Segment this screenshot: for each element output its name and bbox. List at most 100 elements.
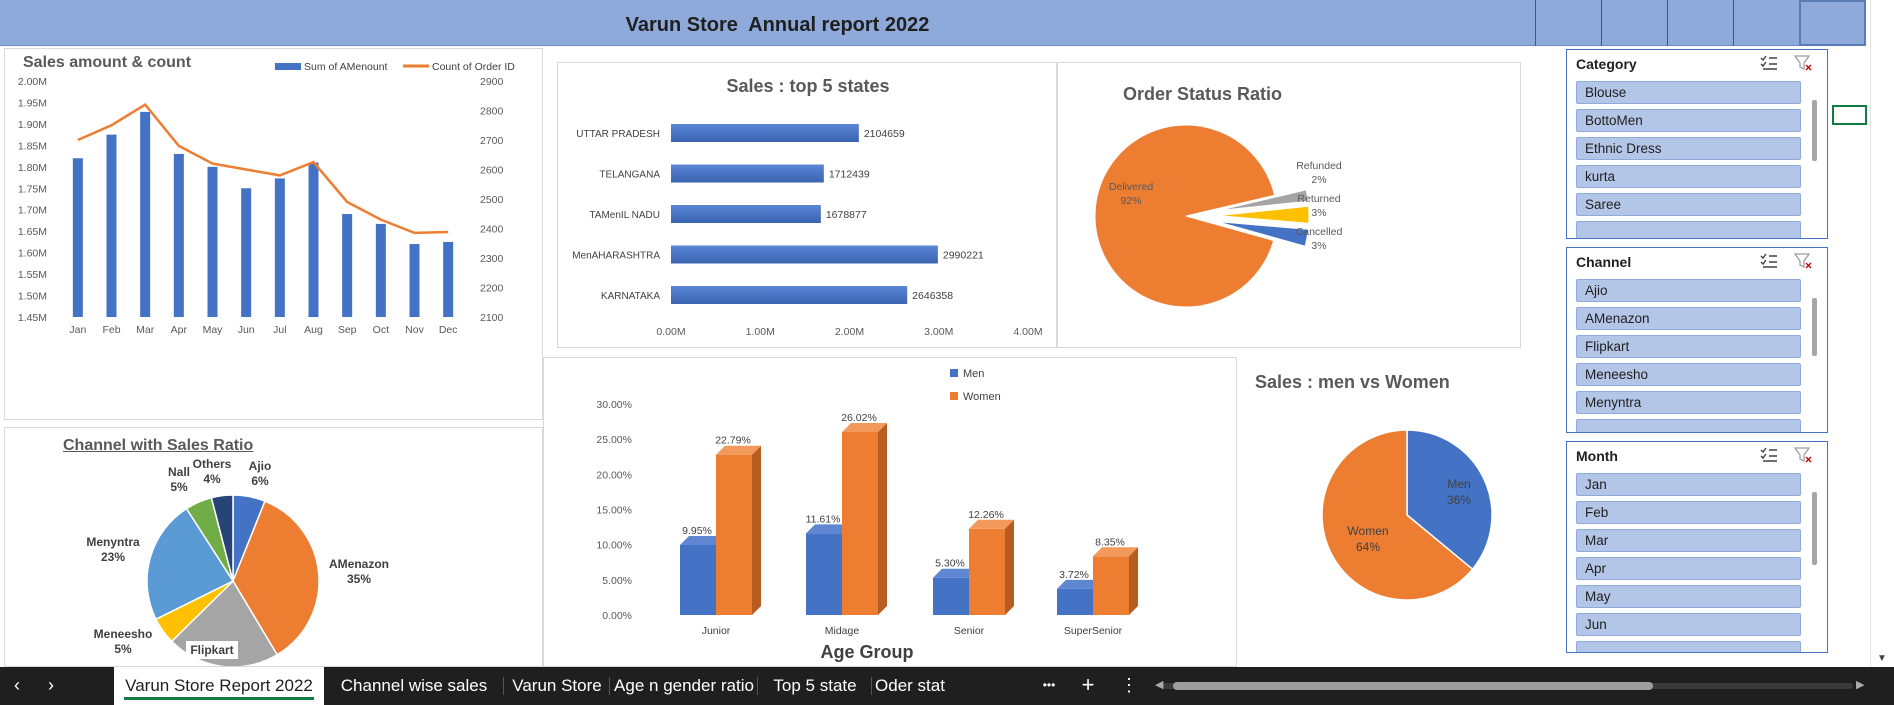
slicer-item[interactable]: Jan bbox=[1576, 473, 1801, 496]
selected-cell[interactable] bbox=[1799, 0, 1866, 46]
slicer-item-partial[interactable] bbox=[1576, 641, 1801, 652]
tab-next-icon[interactable]: › bbox=[48, 675, 54, 695]
slicer-item[interactable]: AMenazon bbox=[1576, 307, 1801, 330]
sheet-tab[interactable]: Oder stat bbox=[872, 667, 948, 705]
add-sheet-icon[interactable]: + bbox=[1081, 672, 1095, 697]
slicer-item[interactable]: Ajio bbox=[1576, 279, 1801, 302]
cell-divider bbox=[1601, 0, 1602, 46]
report-title-band: Varun Store Annual report 2022 bbox=[0, 0, 1866, 46]
slice-label: Refunded bbox=[1296, 160, 1342, 172]
bar-women-midage bbox=[842, 431, 878, 615]
y-tick: 30.00% bbox=[596, 399, 632, 411]
sheet-tab[interactable]: Varun Store Report 2022 bbox=[114, 667, 324, 705]
slicer-header: Channel bbox=[1567, 248, 1827, 274]
bar-side bbox=[752, 445, 761, 615]
slicer-item[interactable]: Menyntra bbox=[1576, 391, 1801, 414]
multi-select-icon[interactable] bbox=[1759, 252, 1779, 270]
slicer-item[interactable]: BottoMen bbox=[1576, 109, 1801, 132]
slicer-title: Month bbox=[1576, 448, 1618, 464]
y-left-tick: 1.60M bbox=[18, 248, 47, 260]
slicer-item[interactable]: Jun bbox=[1576, 613, 1801, 636]
slice-label: Menyntra bbox=[86, 535, 140, 549]
x-tick: 1.00M bbox=[746, 326, 775, 338]
slicer-item[interactable]: Blouse bbox=[1576, 81, 1801, 104]
sheet-tab[interactable]: Age n gender ratio bbox=[610, 667, 758, 705]
y-left-tick: 1.95M bbox=[18, 97, 47, 109]
men-vs-women-pie: Men 36% Women 64% bbox=[1321, 429, 1493, 601]
sheet-menu-icon[interactable]: ⋮ bbox=[1120, 675, 1138, 695]
slicer-item[interactable]: Apr bbox=[1576, 557, 1801, 580]
slicer-scrollbar[interactable] bbox=[1812, 298, 1817, 356]
sheet-tab[interactable]: Channel wise sales bbox=[324, 667, 504, 705]
state-label: UTTAR PRADESH bbox=[576, 129, 660, 140]
clear-filter-icon[interactable] bbox=[1793, 446, 1813, 464]
scroll-left-arrow-icon[interactable]: ◀ bbox=[1155, 679, 1164, 691]
bar-feb bbox=[106, 134, 117, 317]
slice-pct: 4% bbox=[203, 472, 221, 486]
vertical-scrollbar[interactable]: ▼ bbox=[1870, 0, 1894, 667]
slice-refunded bbox=[1217, 189, 1309, 212]
multi-select-icon[interactable] bbox=[1759, 54, 1779, 72]
slicer-item[interactable]: May bbox=[1576, 585, 1801, 608]
slicer-scrollbar[interactable] bbox=[1812, 100, 1817, 161]
sheet-tab[interactable]: Top 5 state bbox=[758, 667, 872, 705]
top5-states-chart[interactable]: Sales : top 5 states UTTAR PRADESH 210465… bbox=[557, 62, 1057, 348]
scroll-right-arrow-icon[interactable]: ▶ bbox=[1856, 679, 1865, 691]
slicer-item[interactable]: Flipkart bbox=[1576, 335, 1801, 358]
slicer-item-partial[interactable] bbox=[1576, 221, 1801, 238]
more-tabs-icon[interactable]: ••• bbox=[1042, 678, 1056, 692]
active-cell-cursor[interactable] bbox=[1832, 105, 1867, 125]
clear-filter-icon[interactable] bbox=[1793, 252, 1813, 270]
slice-label: Others bbox=[193, 457, 232, 471]
bar-data-label: 22.79% bbox=[715, 435, 751, 447]
x-tick: Jan bbox=[69, 324, 86, 336]
slicer-item-partial[interactable] bbox=[1576, 419, 1801, 432]
bar-top bbox=[969, 519, 1014, 529]
slicer-scrollbar[interactable] bbox=[1812, 492, 1817, 565]
sheet-tab-label: Top 5 state bbox=[773, 676, 857, 695]
x-tick: Apr bbox=[171, 324, 188, 336]
scroll-down-arrow-icon[interactable]: ▼ bbox=[1877, 653, 1887, 664]
slicer-header: Category bbox=[1567, 50, 1827, 76]
slicer-item[interactable]: Mar bbox=[1576, 529, 1801, 552]
sheet-tab-label: Varun Store Report 2022 bbox=[125, 676, 313, 695]
y-left-tick: 1.50M bbox=[18, 291, 47, 303]
bar-side bbox=[878, 422, 887, 615]
men-vs-women-chart[interactable]: Sales : men vs Women Men 36% Women 64% bbox=[1237, 357, 1537, 667]
x-tick: May bbox=[203, 324, 224, 336]
state-bar bbox=[671, 205, 821, 223]
legend-label-sum: Sum of AMenount bbox=[304, 61, 388, 73]
scroll-thumb[interactable] bbox=[1173, 682, 1653, 690]
multi-select-icon[interactable] bbox=[1759, 446, 1779, 464]
bar-top bbox=[933, 568, 978, 578]
state-label: KARNATAKA bbox=[601, 291, 660, 302]
slicer-item[interactable]: Feb bbox=[1576, 501, 1801, 524]
sales-amount-count-plot: Sum of AMenount Count of Order ID 1.45M 1… bbox=[18, 61, 515, 336]
slice-men bbox=[1406, 429, 1493, 571]
order-status-chart[interactable]: Order Status Ratio Delivered 92% Refunded 2… bbox=[1057, 62, 1521, 348]
slicer-item[interactable]: kurta bbox=[1576, 165, 1801, 188]
state-label: TELANGANA bbox=[599, 170, 660, 181]
bar-mar bbox=[140, 111, 151, 317]
active-tab-underline bbox=[124, 697, 314, 700]
y-left-tick: 2.00M bbox=[18, 76, 47, 88]
slicer-channel[interactable]: Channel Ajio AMenazon Flipkart Meneesho Meny… bbox=[1566, 247, 1828, 433]
slicer-month[interactable]: Month Jan Feb Mar Apr May Jun bbox=[1566, 441, 1828, 653]
clear-filter-icon[interactable] bbox=[1793, 54, 1813, 72]
slicer-item[interactable]: Saree bbox=[1576, 193, 1801, 216]
slicer-item[interactable]: Meneesho bbox=[1576, 363, 1801, 386]
legend-label-men: Men bbox=[963, 368, 984, 380]
tab-prev-icon[interactable]: ‹ bbox=[14, 675, 20, 695]
slicer-item[interactable]: Ethnic Dress bbox=[1576, 137, 1801, 160]
sheet-tab[interactable]: Varun Store bbox=[504, 667, 610, 705]
sheet-tab-label: Oder stat bbox=[875, 676, 945, 695]
horizontal-scrollbar[interactable]: ◀ ▶ bbox=[1155, 676, 1864, 696]
channel-sales-ratio-chart[interactable]: Channel with Sales Ratio Ajio 6% AMenazon 3… bbox=[4, 427, 543, 667]
y-left-tick: 1.55M bbox=[18, 269, 47, 281]
bar-dec bbox=[443, 241, 454, 317]
bar-data-label: 3.72% bbox=[1059, 569, 1089, 581]
age-gender-chart[interactable]: Men Women 0.00% 5.00% 10.00% 15.00% 20.00% 25… bbox=[543, 357, 1237, 667]
slicer-category[interactable]: Category Blouse BottoMen Ethnic Dress kurta… bbox=[1566, 49, 1828, 239]
bar-jun bbox=[241, 188, 252, 317]
sales-amount-count-chart[interactable]: Sales amount & count Sum of AMenount Cou… bbox=[4, 48, 543, 420]
